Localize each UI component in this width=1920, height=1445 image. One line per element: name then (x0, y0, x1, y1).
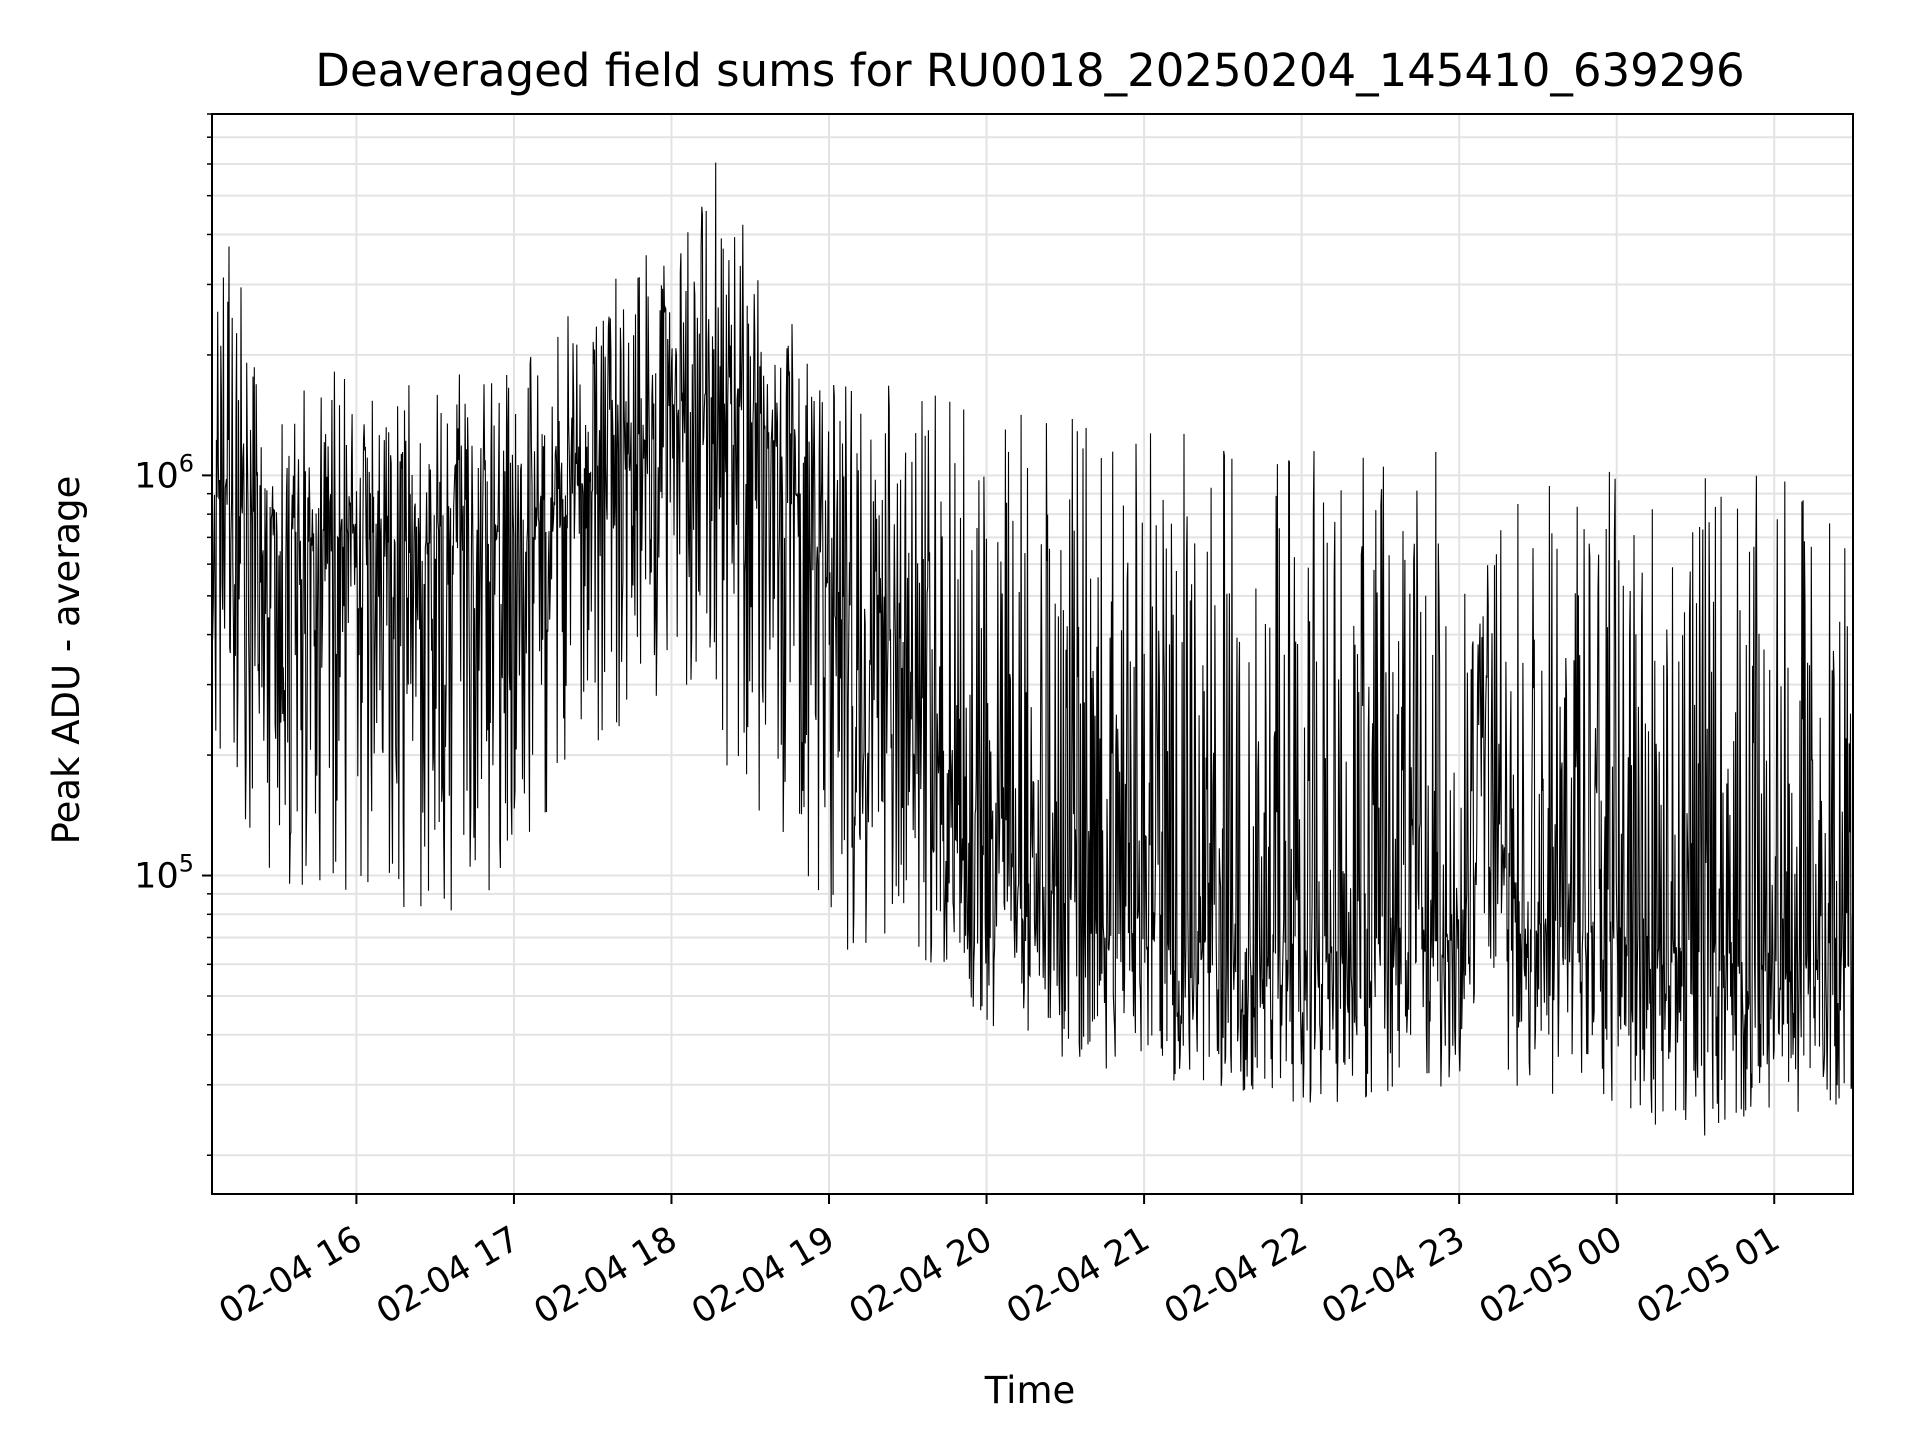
y-tick-base: 10 (134, 857, 179, 897)
chart-title: Deaveraged field sums for RU0018_2025020… (315, 44, 1744, 97)
y-tick-base: 10 (134, 456, 179, 496)
plot-frame (211, 113, 1854, 1195)
y-axis-label: Peak ADU - average (45, 476, 88, 845)
series-path (211, 162, 1854, 1136)
y-tick-exponent: 6 (179, 449, 194, 477)
y-tick-label: 106 (134, 449, 194, 496)
series-line (211, 162, 1854, 1136)
x-axis-label: Time (984, 1369, 1076, 1412)
y-tick-label: 105 (134, 850, 194, 897)
y-tick-exponent: 5 (179, 850, 194, 878)
